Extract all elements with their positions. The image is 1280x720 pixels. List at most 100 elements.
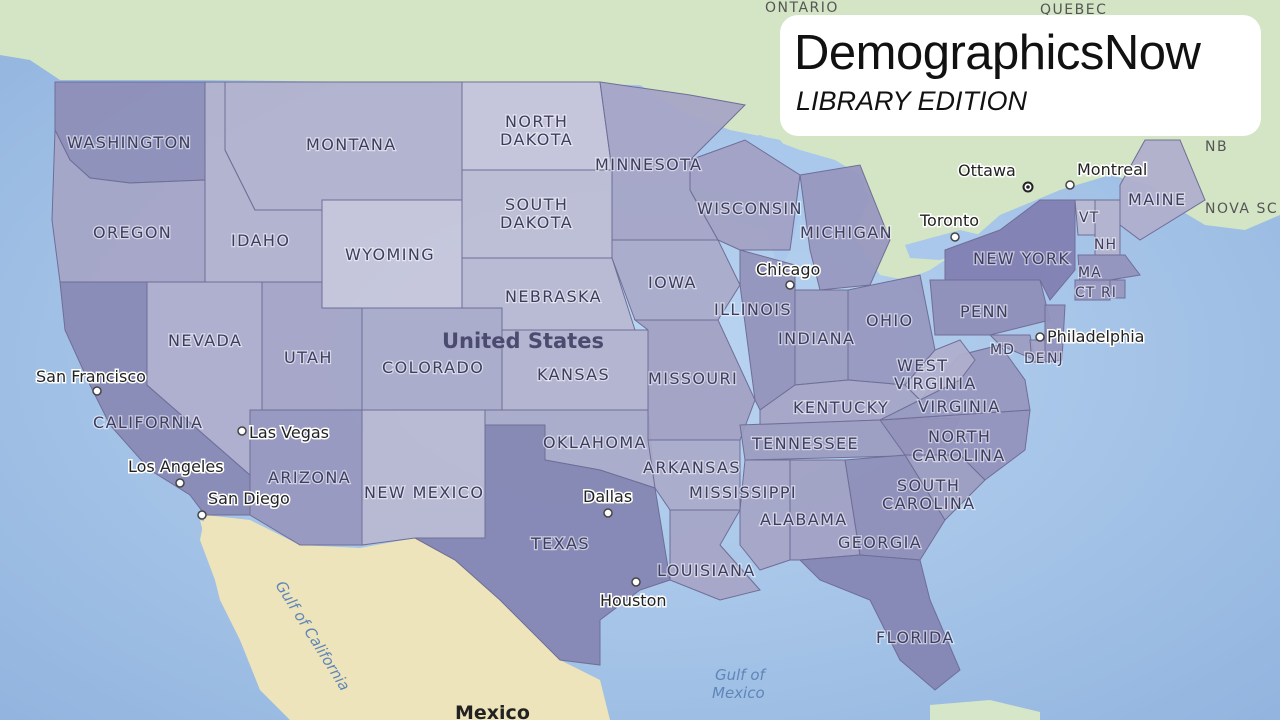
label-nd-1: NORTH xyxy=(505,112,568,131)
label-ny: NEW YORK xyxy=(973,249,1070,268)
label-ga: GEORGIA xyxy=(838,533,922,552)
label-me: MAINE xyxy=(1128,190,1187,209)
label-wv-2: VIRGINIA xyxy=(894,374,977,393)
label-nm: NEW MEXICO xyxy=(364,483,484,502)
city-label: Las Vegas xyxy=(249,423,329,442)
label-nj: NJ xyxy=(1047,351,1064,367)
country-label-us: United States xyxy=(442,329,604,353)
city-dot xyxy=(785,280,795,290)
label-ky: KENTUCKY xyxy=(793,398,889,417)
label-id: IDAHO xyxy=(231,231,290,250)
label-tn: TENNESSEE xyxy=(751,434,859,453)
label-nh: NH xyxy=(1094,237,1117,253)
state-ct[interactable] xyxy=(1074,279,1111,301)
label-il: ILLINOIS xyxy=(714,300,792,319)
city-houston[interactable]: Houston xyxy=(599,577,668,612)
label-sd-1: SOUTH xyxy=(505,195,568,214)
city-los-angeles[interactable]: Los Angeles xyxy=(127,456,225,488)
label-pa: PENN xyxy=(960,302,1009,321)
label-in: INDIANA xyxy=(778,329,855,348)
city-dot xyxy=(1065,180,1075,190)
label-ri: RI xyxy=(1101,285,1117,301)
label-nc-1: NORTH xyxy=(928,427,991,446)
city-label: Ottawa xyxy=(958,161,1016,180)
city-san-francisco[interactable]: San Francisco xyxy=(35,366,147,396)
city-dot xyxy=(950,232,960,242)
state-ma[interactable] xyxy=(1077,254,1141,286)
label-ne: NEBRASKA xyxy=(505,287,602,306)
state-layer xyxy=(51,81,1206,691)
city-markers: San Francisco Los Angeles San Diego Las … xyxy=(35,159,1149,612)
cuba-land xyxy=(930,700,1040,720)
region-label-nb: NB xyxy=(1205,139,1228,155)
state-wi[interactable] xyxy=(689,139,801,251)
label-oh: OHIO xyxy=(866,311,914,330)
city-dot xyxy=(197,510,207,520)
city-label: Montreal xyxy=(1077,160,1147,179)
label-mo: MISSOURI xyxy=(648,369,738,388)
city-philadelphia[interactable]: Philadelphia xyxy=(1035,326,1146,348)
label-va: VIRGINIA xyxy=(918,397,1001,416)
label-ks: KANSAS xyxy=(537,365,610,384)
country-label-mexico: Mexico xyxy=(455,702,530,720)
label-wa: WASHINGTON xyxy=(67,133,192,152)
label-ca: CALIFORNIA xyxy=(93,413,203,432)
city-chicago[interactable]: Chicago xyxy=(755,259,822,290)
label-ar: ARKANSAS xyxy=(643,458,741,477)
city-dot xyxy=(1035,332,1045,342)
state-az[interactable] xyxy=(249,409,363,546)
region-label-quebec: QUEBEC xyxy=(1040,2,1107,18)
city-label: Houston xyxy=(600,591,667,610)
label-ok: OKLAHOMA xyxy=(543,433,647,452)
city-san-diego[interactable]: San Diego xyxy=(197,488,291,520)
city-label: San Diego xyxy=(208,489,290,508)
label-wy: WYOMING xyxy=(345,245,435,264)
label-ms: MISSISSIPPI xyxy=(689,483,797,502)
label-nd-2: DAKOTA xyxy=(500,130,573,149)
city-dot xyxy=(603,508,613,518)
label-fl: FLORIDA xyxy=(876,628,955,647)
water-label-gulf-mexico-1: Gulf of xyxy=(715,666,768,684)
baja-peninsula xyxy=(200,520,320,720)
city-label: Los Angeles xyxy=(128,457,224,476)
state-ga[interactable] xyxy=(844,454,946,561)
label-sc-1: SOUTH xyxy=(897,476,960,495)
city-dot xyxy=(92,386,102,396)
city-dot xyxy=(237,426,247,436)
state-nm[interactable] xyxy=(361,409,486,546)
city-label: Philadelphia xyxy=(1047,327,1144,346)
water-label-gulf-mexico-2: Mexico xyxy=(712,684,765,702)
state-tx[interactable] xyxy=(414,424,671,666)
label-or: OREGON xyxy=(93,223,172,242)
state-ri[interactable] xyxy=(1109,279,1126,299)
city-dallas[interactable]: Dallas xyxy=(582,486,634,518)
label-mn: MINNESOTA xyxy=(595,155,702,174)
state-nj[interactable] xyxy=(1044,304,1066,363)
region-label-ontario: ONTARIO xyxy=(765,0,839,16)
label-de: DE xyxy=(1024,351,1046,367)
label-mi: MICHIGAN xyxy=(800,223,893,242)
state-ny[interactable] xyxy=(944,199,1076,301)
city-toronto[interactable]: Toronto xyxy=(918,210,981,242)
capital-dot xyxy=(1026,185,1030,189)
brand-subtitle: LIBRARY EDITION xyxy=(796,86,1028,116)
label-ma: MA xyxy=(1078,265,1102,281)
city-montreal[interactable]: Montreal xyxy=(1065,159,1149,190)
city-dot xyxy=(175,478,185,488)
region-label-nova-scotia: NOVA SC xyxy=(1205,201,1278,217)
state-wv[interactable] xyxy=(904,339,976,401)
label-ut: UTAH xyxy=(284,348,333,367)
label-md: MD xyxy=(990,342,1015,358)
state-fl[interactable] xyxy=(798,554,961,691)
label-nc-2: CAROLINA xyxy=(912,446,1006,465)
label-sc-2: CAROLINA xyxy=(882,494,976,513)
label-wv-1: WEST xyxy=(897,356,948,375)
label-co: COLORADO xyxy=(382,358,484,377)
city-label: Toronto xyxy=(919,211,979,230)
label-wi: WISCONSIN xyxy=(697,199,803,218)
city-label: Chicago xyxy=(756,260,820,279)
state-labels: WASHINGTON OREGON CALIFORNIA IDAHO NEVAD… xyxy=(66,111,1187,649)
city-ottawa[interactable]: Ottawa xyxy=(957,160,1034,193)
label-tx: TEXAS xyxy=(530,534,590,553)
city-las-vegas[interactable]: Las Vegas xyxy=(237,422,330,444)
